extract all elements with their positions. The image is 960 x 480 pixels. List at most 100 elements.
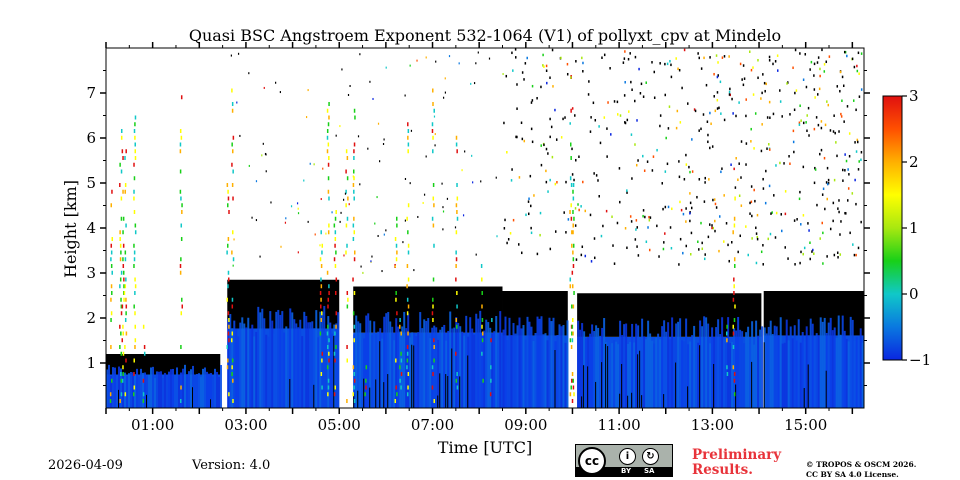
noise-point bbox=[825, 181, 828, 184]
noise-point bbox=[685, 244, 688, 248]
streak-pixel bbox=[353, 142, 356, 147]
noise-point bbox=[814, 166, 816, 170]
noise-point bbox=[860, 220, 862, 224]
texture-column bbox=[397, 326, 400, 408]
texture-column bbox=[212, 376, 214, 408]
noise-point bbox=[582, 61, 584, 65]
streak-pixel bbox=[733, 378, 736, 383]
streak-pixel bbox=[181, 304, 184, 309]
noise-point bbox=[448, 55, 451, 58]
streak-pixel bbox=[181, 297, 183, 302]
noise-point bbox=[530, 127, 533, 131]
noise-point bbox=[800, 223, 802, 226]
streak-pixel bbox=[226, 243, 229, 248]
texture-column bbox=[591, 324, 594, 408]
streak-pixel bbox=[406, 351, 409, 356]
streak-pixel bbox=[734, 264, 736, 268]
dark-streak bbox=[437, 395, 439, 408]
texture-column bbox=[471, 328, 474, 408]
streak-pixel bbox=[481, 324, 483, 329]
noise-point bbox=[709, 111, 711, 115]
streak-pixel bbox=[433, 358, 435, 363]
cc-sa-label: SA bbox=[644, 467, 655, 475]
noise-point bbox=[743, 77, 746, 80]
noise-point bbox=[704, 253, 706, 256]
texture-column bbox=[783, 342, 786, 408]
noise-point bbox=[839, 89, 841, 93]
noise-point bbox=[681, 86, 683, 90]
texture-column bbox=[134, 374, 136, 408]
texture-column bbox=[214, 368, 216, 408]
noise-point bbox=[679, 200, 681, 204]
noise-point bbox=[718, 106, 720, 110]
streak-pixel bbox=[481, 351, 483, 356]
streak-pixel bbox=[124, 284, 127, 289]
streak-pixel bbox=[572, 243, 575, 248]
noise-point bbox=[307, 89, 309, 92]
streak-pixel bbox=[180, 345, 182, 349]
streak-pixel bbox=[433, 399, 435, 403]
noise-point bbox=[788, 155, 790, 158]
texture-column bbox=[663, 320, 666, 408]
colorbar-tick-label: 2 bbox=[909, 153, 919, 171]
streak-pixel bbox=[345, 169, 347, 174]
noise-point bbox=[382, 143, 385, 146]
streak-pixel bbox=[733, 284, 735, 289]
streak-pixel bbox=[569, 142, 572, 147]
noise-point bbox=[666, 162, 669, 166]
streak-pixel bbox=[327, 304, 329, 309]
noise-point bbox=[848, 132, 851, 135]
streak-pixel bbox=[124, 318, 127, 322]
texture-column bbox=[180, 372, 182, 408]
noise-point bbox=[647, 226, 649, 229]
noise-point bbox=[846, 105, 849, 108]
texture-column bbox=[385, 313, 388, 408]
texture-column bbox=[633, 342, 636, 408]
streak-pixel bbox=[353, 176, 355, 181]
noise-point bbox=[540, 85, 542, 89]
dark-streak bbox=[605, 343, 607, 408]
texture-column bbox=[683, 341, 686, 408]
streak-pixel bbox=[230, 338, 233, 343]
streak-pixel bbox=[406, 264, 409, 268]
streak-pixel bbox=[572, 196, 575, 201]
dark-streak bbox=[675, 362, 677, 408]
texture-column bbox=[499, 311, 502, 408]
streak-pixel bbox=[133, 385, 136, 390]
texture-column bbox=[733, 328, 736, 408]
streak-pixel bbox=[119, 257, 122, 262]
copyright-notice: © TROPOS & OSCM 2026. CC BY SA 4.0 Licen… bbox=[806, 460, 916, 480]
texture-column bbox=[617, 344, 620, 408]
texture-column bbox=[337, 312, 340, 408]
texture-column bbox=[485, 319, 488, 408]
texture-column bbox=[227, 318, 230, 408]
noise-point bbox=[816, 61, 819, 64]
noise-point bbox=[284, 221, 287, 224]
streak-pixel bbox=[326, 108, 329, 113]
streak-pixel bbox=[456, 385, 459, 390]
streak-pixel bbox=[481, 304, 483, 309]
noise-point bbox=[860, 52, 863, 55]
dark-streak bbox=[699, 345, 701, 408]
streak-pixel bbox=[354, 115, 356, 120]
texture-column bbox=[552, 317, 555, 408]
streak-pixel bbox=[572, 331, 574, 336]
texture-column bbox=[833, 327, 836, 408]
texture-column bbox=[168, 371, 170, 408]
noise-point bbox=[779, 100, 782, 103]
streak-pixel bbox=[142, 399, 145, 403]
streak-pixel bbox=[320, 318, 323, 322]
noise-point bbox=[855, 253, 857, 257]
noise-point bbox=[619, 114, 622, 117]
noise-point bbox=[769, 116, 771, 119]
streak-pixel bbox=[571, 270, 574, 275]
noise-point bbox=[795, 89, 798, 92]
noise-point bbox=[562, 117, 564, 121]
texture-column bbox=[233, 320, 236, 408]
noise-point bbox=[716, 91, 719, 94]
noise-point bbox=[752, 93, 755, 96]
noise-point bbox=[575, 59, 577, 63]
noise-point bbox=[503, 227, 506, 230]
noise-point bbox=[763, 81, 766, 85]
streak-pixel bbox=[110, 345, 112, 349]
